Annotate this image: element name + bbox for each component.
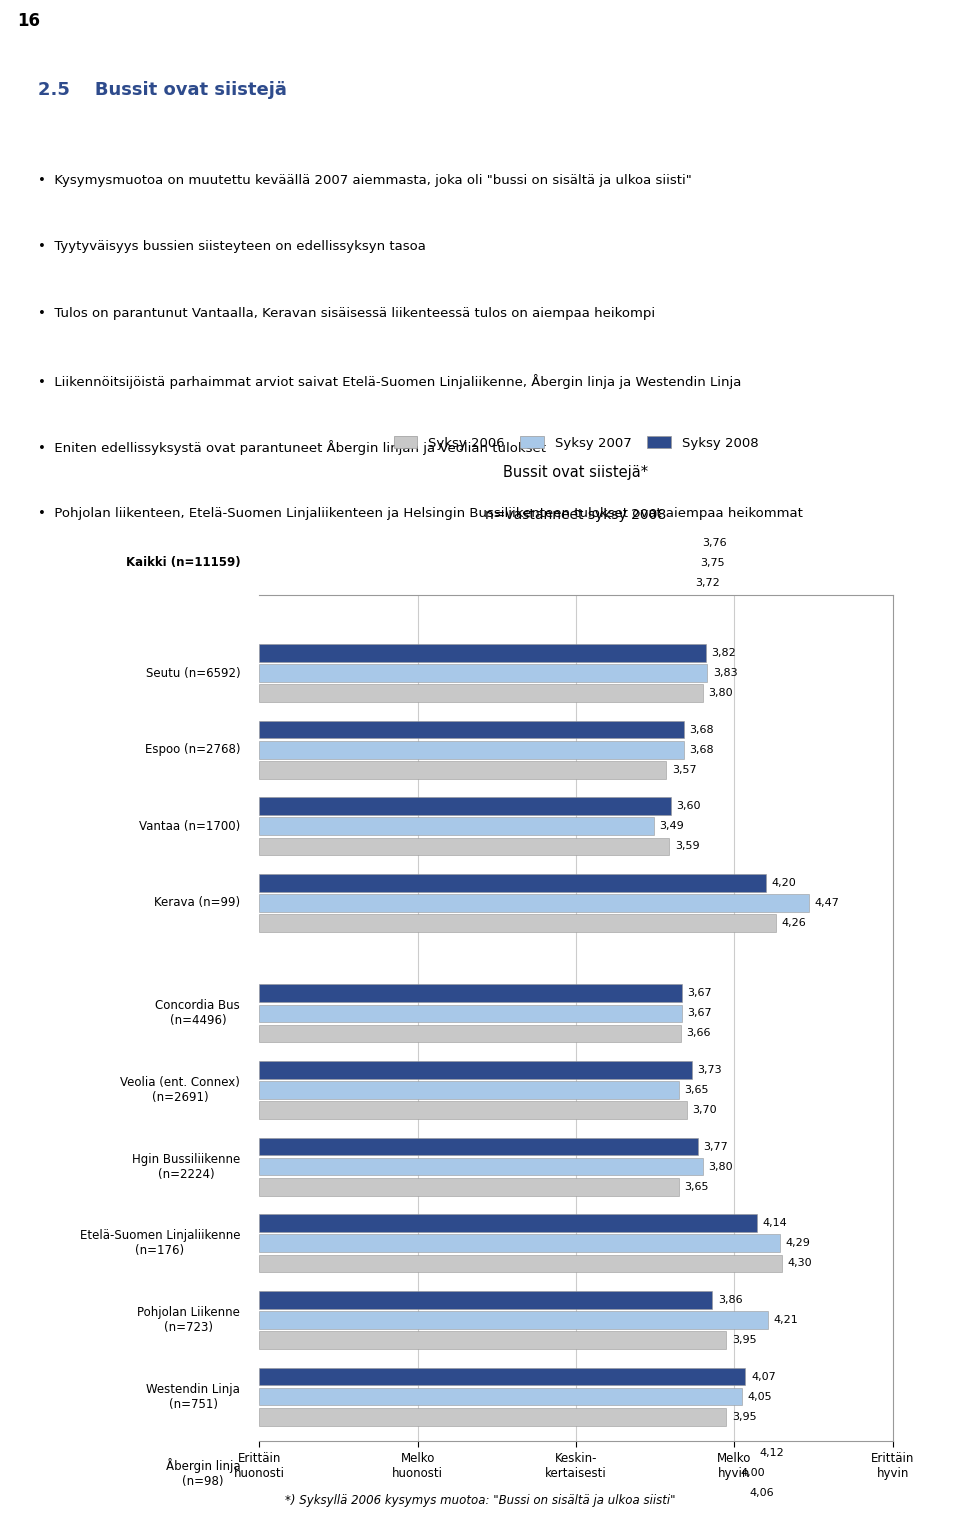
Text: 3,77: 3,77 — [704, 1142, 729, 1151]
Text: 3,65: 3,65 — [684, 1182, 709, 1191]
Text: Westendin Linja
(n=751): Westendin Linja (n=751) — [146, 1383, 240, 1411]
Text: Pohjolan Liikenne
(n=723): Pohjolan Liikenne (n=723) — [137, 1305, 240, 1334]
Bar — [259, 798, 671, 814]
Text: Veolia (ent. Connex)
(n=2691): Veolia (ent. Connex) (n=2691) — [120, 1077, 240, 1104]
Bar — [259, 1025, 681, 1042]
Text: 4,14: 4,14 — [762, 1218, 787, 1228]
Text: Åbergin linja
(n=98): Åbergin linja (n=98) — [165, 1458, 240, 1488]
Text: 3,75: 3,75 — [701, 558, 725, 567]
Text: 3,95: 3,95 — [732, 1334, 756, 1345]
Bar — [259, 817, 654, 836]
Bar — [259, 1081, 679, 1100]
Bar — [259, 1408, 727, 1426]
Text: 3,95: 3,95 — [732, 1412, 756, 1421]
Text: Vantaa (n=1700): Vantaa (n=1700) — [139, 820, 240, 833]
Bar — [259, 1138, 698, 1156]
Text: 4,20: 4,20 — [772, 878, 797, 888]
Bar — [259, 1388, 742, 1406]
Text: 3,67: 3,67 — [687, 1008, 712, 1019]
Bar — [259, 721, 684, 738]
Text: 3,82: 3,82 — [711, 648, 736, 657]
Bar — [259, 534, 696, 552]
Bar — [259, 1005, 683, 1022]
Text: 3,68: 3,68 — [689, 744, 714, 755]
Bar — [259, 1331, 727, 1348]
Bar — [259, 554, 695, 572]
Text: Kaikki (n=11159): Kaikki (n=11159) — [126, 557, 240, 569]
Bar — [259, 913, 776, 932]
Text: Kerava (n=99): Kerava (n=99) — [154, 897, 240, 909]
Text: Etelä-Suomen Linjaliikenne
(n=176): Etelä-Suomen Linjaliikenne (n=176) — [80, 1229, 240, 1257]
Bar — [259, 894, 809, 912]
Bar — [259, 741, 684, 758]
Text: n=vastanneet syksy 2008: n=vastanneet syksy 2008 — [486, 508, 666, 522]
Text: Concordia Bus
(n=4496): Concordia Bus (n=4496) — [156, 999, 240, 1028]
Text: 4,47: 4,47 — [814, 898, 839, 907]
Text: 4,06: 4,06 — [750, 1488, 774, 1499]
Bar — [259, 1214, 756, 1232]
Bar — [259, 665, 708, 682]
Text: Bussit ovat siistejä*: Bussit ovat siistejä* — [503, 465, 649, 480]
Text: 4,21: 4,21 — [773, 1315, 798, 1325]
Bar — [259, 1157, 703, 1176]
Text: 3,67: 3,67 — [687, 988, 712, 999]
Text: 3,80: 3,80 — [708, 1162, 732, 1171]
Text: 3,80: 3,80 — [708, 688, 732, 698]
Text: 3,60: 3,60 — [677, 801, 701, 811]
Text: 4,30: 4,30 — [787, 1258, 812, 1269]
Text: 4,12: 4,12 — [759, 1449, 783, 1458]
Text: Seutu (n=6592): Seutu (n=6592) — [146, 666, 240, 680]
Text: 3,76: 3,76 — [702, 537, 727, 547]
Text: *) Syksyllä 2006 kysymys muotoa: "Bussi on sisältä ja ulkoa siisti": *) Syksyllä 2006 kysymys muotoa: "Bussi … — [285, 1493, 675, 1507]
Text: 3,65: 3,65 — [684, 1084, 709, 1095]
Bar — [259, 1061, 691, 1078]
Text: 4,26: 4,26 — [781, 918, 805, 929]
Text: 3,68: 3,68 — [689, 724, 714, 735]
Bar — [259, 573, 690, 592]
Text: •  Tyytyväisyys bussien siisteyteen on edellissyksyn tasoa: • Tyytyväisyys bussien siisteyteen on ed… — [38, 241, 426, 253]
Bar — [259, 644, 706, 662]
Bar — [259, 874, 766, 892]
Text: 2.5    Bussit ovat siistejä: 2.5 Bussit ovat siistejä — [38, 81, 287, 99]
Bar — [259, 1234, 780, 1252]
Text: 3,86: 3,86 — [718, 1295, 742, 1305]
Text: •  Tulos on parantunut Vantaalla, Keravan sisäisessä liikenteessä tulos on aiemp: • Tulos on parantunut Vantaalla, Keravan… — [38, 307, 656, 320]
Bar — [259, 837, 669, 856]
Text: 4,05: 4,05 — [748, 1392, 773, 1401]
Text: •  Liikennöitsijöistä parhaimmat arviot saivat Etelä-Suomen Linjaliikenne, Åberg: • Liikennöitsijöistä parhaimmat arviot s… — [38, 374, 742, 389]
Text: •  Kysymysmuotoa on muutettu keväällä 2007 aiemmasta, joka oli "bussi on sisältä: • Kysymysmuotoa on muutettu keväällä 200… — [38, 174, 692, 188]
Bar — [259, 1312, 768, 1328]
Text: 3,70: 3,70 — [692, 1106, 717, 1115]
Text: 4,29: 4,29 — [786, 1238, 811, 1249]
Bar — [259, 1177, 679, 1196]
Bar — [259, 1255, 782, 1272]
Bar — [259, 761, 666, 779]
Bar — [259, 1101, 687, 1119]
Text: 3,59: 3,59 — [675, 842, 700, 851]
Text: 4,07: 4,07 — [751, 1371, 776, 1382]
Bar — [259, 1484, 744, 1502]
Text: •  Pohjolan liikenteen, Etelä-Suomen Linjaliikenteen ja Helsingin Bussiliikentee: • Pohjolan liikenteen, Etelä-Suomen Linj… — [38, 508, 804, 520]
Text: 3,49: 3,49 — [660, 822, 684, 831]
Text: 3,73: 3,73 — [697, 1064, 722, 1075]
Text: •  Eniten edellissyksystä ovat parantuneet Åbergin linjan ja Veolian tulokset: • Eniten edellissyksystä ovat parantunee… — [38, 441, 546, 456]
Text: 3,66: 3,66 — [686, 1028, 710, 1039]
Text: Hgin Bussiliikenne
(n=2224): Hgin Bussiliikenne (n=2224) — [132, 1153, 240, 1180]
Text: 16: 16 — [17, 12, 40, 29]
Bar — [259, 1444, 754, 1462]
Text: 4,00: 4,00 — [740, 1469, 764, 1478]
Legend: Syksy 2006, Syksy 2007, Syksy 2008: Syksy 2006, Syksy 2007, Syksy 2008 — [394, 436, 758, 450]
Text: 3,83: 3,83 — [713, 668, 737, 679]
Bar — [259, 1292, 712, 1308]
Text: Espoo (n=2768): Espoo (n=2768) — [145, 743, 240, 756]
Text: 3,72: 3,72 — [696, 578, 720, 587]
Bar — [259, 985, 683, 1002]
Bar — [259, 685, 703, 702]
Text: 3,57: 3,57 — [672, 764, 696, 775]
Bar — [259, 1368, 746, 1385]
Bar — [259, 1464, 734, 1482]
